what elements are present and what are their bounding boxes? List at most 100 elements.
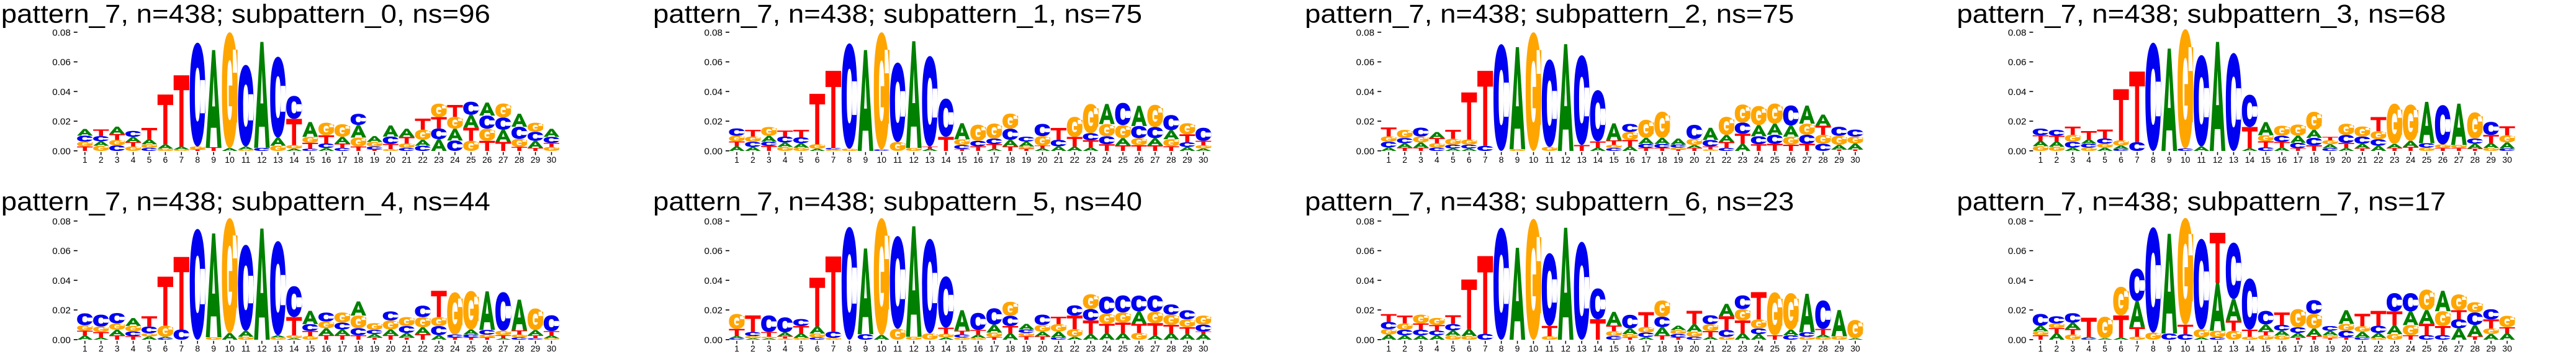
svg-text:14: 14	[1593, 343, 1603, 353]
svg-text:30: 30	[1199, 155, 1209, 165]
svg-text:12: 12	[909, 343, 919, 353]
svg-text:3: 3	[2070, 155, 2075, 165]
svg-text:14: 14	[2245, 343, 2255, 353]
svg-text:19: 19	[1022, 343, 1032, 353]
svg-text:15: 15	[957, 155, 967, 165]
svg-text:29: 29	[531, 343, 541, 353]
svg-text:23: 23	[1086, 155, 1096, 165]
svg-text:0.02: 0.02	[52, 306, 71, 316]
svg-text:8: 8	[195, 155, 200, 165]
svg-text:12: 12	[1561, 155, 1571, 165]
svg-text:9: 9	[863, 155, 868, 165]
svg-text:19: 19	[1673, 343, 1683, 353]
svg-text:4: 4	[131, 155, 136, 165]
svg-text:18: 18	[354, 343, 364, 353]
svg-text:0.02: 0.02	[2008, 306, 2027, 316]
svg-text:11: 11	[1545, 343, 1554, 353]
svg-text:28: 28	[1166, 343, 1176, 353]
svg-text:20: 20	[1038, 343, 1048, 353]
svg-text:5: 5	[799, 343, 804, 353]
svg-text:21: 21	[2358, 343, 2367, 353]
svg-text:25: 25	[2422, 343, 2432, 353]
svg-text:1: 1	[1386, 155, 1391, 165]
svg-text:15: 15	[1609, 343, 1619, 353]
svg-text:7: 7	[179, 343, 184, 353]
svg-text:11: 11	[2197, 343, 2206, 353]
svg-text:11: 11	[893, 155, 903, 165]
svg-text:29: 29	[2486, 155, 2496, 165]
svg-text:0.04: 0.04	[1356, 276, 1375, 286]
svg-text:4: 4	[783, 343, 788, 353]
svg-text:13: 13	[273, 343, 283, 353]
svg-text:26: 26	[2438, 155, 2448, 165]
svg-text:0.08: 0.08	[704, 27, 723, 38]
svg-text:16: 16	[322, 343, 331, 353]
svg-text:1: 1	[2038, 343, 2043, 353]
svg-text:14: 14	[289, 343, 299, 353]
svg-text:26: 26	[1134, 343, 1144, 353]
svg-text:10: 10	[2181, 343, 2191, 353]
svg-text:27: 27	[1802, 343, 1812, 353]
svg-text:24: 24	[1754, 343, 1764, 353]
svg-text:1: 1	[1386, 343, 1391, 353]
svg-text:11: 11	[2197, 155, 2206, 165]
svg-text:0.08: 0.08	[1356, 216, 1375, 227]
svg-text:17: 17	[338, 343, 348, 353]
svg-text:12: 12	[257, 155, 267, 165]
svg-text:23: 23	[434, 343, 444, 353]
svg-text:14: 14	[1593, 155, 1603, 165]
svg-text:7: 7	[1483, 155, 1488, 165]
svg-text:0.00: 0.00	[1356, 335, 1375, 345]
svg-text:23: 23	[2390, 343, 2400, 353]
svg-text:pattern_7, n=438; subpattern_6: pattern_7, n=438; subpattern_6, ns=23	[1305, 187, 1794, 216]
svg-text:1: 1	[734, 155, 739, 165]
svg-text:15: 15	[305, 155, 315, 165]
svg-text:29: 29	[531, 155, 541, 165]
svg-text:10: 10	[1529, 155, 1539, 165]
svg-text:24: 24	[450, 155, 460, 165]
svg-text:9: 9	[863, 343, 868, 353]
svg-text:25: 25	[466, 343, 476, 353]
svg-text:11: 11	[241, 155, 251, 165]
svg-text:19: 19	[1673, 155, 1683, 165]
svg-text:9: 9	[1515, 155, 1520, 165]
svg-text:0.08: 0.08	[1356, 27, 1375, 38]
svg-text:23: 23	[2390, 155, 2400, 165]
svg-text:2: 2	[1402, 155, 1407, 165]
svg-text:21: 21	[1706, 343, 1716, 353]
svg-text:26: 26	[1134, 155, 1144, 165]
svg-text:10: 10	[876, 155, 886, 165]
svg-text:20: 20	[385, 343, 395, 353]
svg-text:3: 3	[115, 155, 120, 165]
svg-text:4: 4	[783, 155, 788, 165]
svg-text:27: 27	[2454, 155, 2464, 165]
svg-text:27: 27	[1150, 155, 1160, 165]
svg-text:0.06: 0.06	[2008, 57, 2027, 68]
svg-text:15: 15	[2261, 155, 2271, 165]
svg-text:0.00: 0.00	[52, 335, 71, 345]
svg-text:4: 4	[1434, 343, 1439, 353]
svg-text:11: 11	[1545, 155, 1554, 165]
svg-text:0.04: 0.04	[704, 87, 723, 98]
svg-text:0.06: 0.06	[1356, 57, 1375, 68]
svg-text:19: 19	[1022, 155, 1032, 165]
svg-text:6: 6	[2119, 155, 2123, 165]
svg-text:15: 15	[957, 343, 967, 353]
svg-text:22: 22	[2374, 155, 2384, 165]
svg-text:6: 6	[1467, 155, 1472, 165]
svg-text:9: 9	[211, 343, 216, 353]
svg-text:16: 16	[973, 343, 983, 353]
svg-text:10: 10	[876, 343, 886, 353]
svg-text:0.02: 0.02	[1356, 117, 1375, 127]
svg-text:18: 18	[1006, 343, 1016, 353]
svg-text:15: 15	[2261, 343, 2271, 353]
svg-text:17: 17	[1641, 155, 1651, 165]
svg-text:18: 18	[2309, 155, 2319, 165]
svg-text:5: 5	[147, 155, 152, 165]
svg-text:21: 21	[2358, 155, 2367, 165]
svg-text:12: 12	[2213, 343, 2223, 353]
svg-text:30: 30	[2502, 155, 2512, 165]
svg-text:0.00: 0.00	[2008, 146, 2027, 157]
svg-text:9: 9	[211, 155, 216, 165]
svg-text:13: 13	[2229, 155, 2239, 165]
